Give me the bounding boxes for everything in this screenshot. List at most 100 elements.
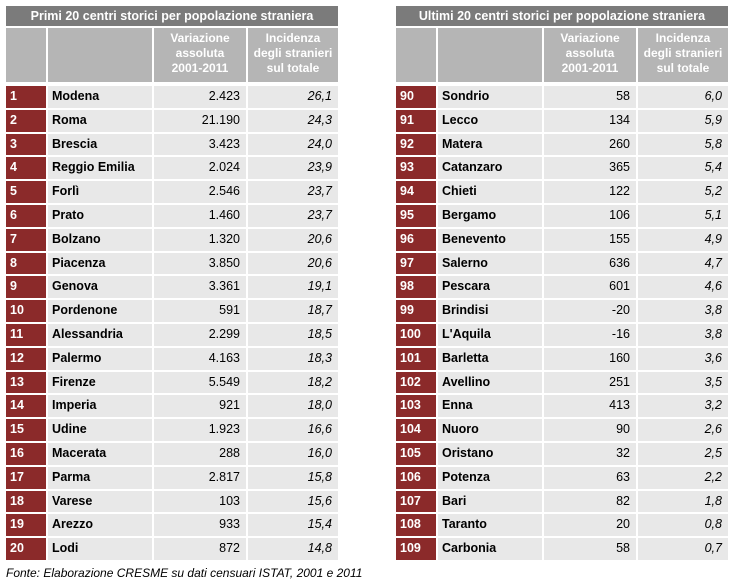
city-name: Oristano	[438, 442, 542, 465]
city-name: Forlì	[48, 181, 152, 203]
variation-value: 413	[544, 395, 636, 418]
variation-value: 122	[544, 181, 636, 203]
table-row: 97 Salerno 636 4,7	[396, 252, 728, 275]
incidence-value: 0,7	[638, 538, 728, 560]
incidence-value: 20,6	[248, 252, 338, 275]
incidence-value: 5,1	[638, 204, 728, 227]
table-row: 102 Avellino 251 3,5	[396, 371, 728, 394]
table-title: Ultimi 20 centri storici per popolazione…	[396, 6, 728, 26]
incidence-value: 6,0	[638, 86, 728, 108]
table-body: 1 Modena 2.423 26,1 2 Roma 21.190 24,3 3 Brescia 3…	[6, 86, 338, 560]
header-rank-cell	[6, 28, 46, 82]
header-variation-line: 2001-2011	[561, 61, 619, 75]
table-row: 105 Oristano 32 2,5	[396, 442, 728, 465]
incidence-value: 0,8	[638, 514, 728, 537]
table-row: 104 Nuoro 90 2,6	[396, 419, 728, 441]
rank-cell: 17	[6, 466, 46, 489]
rank-cell: 92	[396, 133, 436, 156]
city-name: Taranto	[438, 514, 542, 537]
incidence-value: 24,3	[248, 109, 338, 132]
rank-cell: 97	[396, 252, 436, 275]
header-rank-cell	[396, 28, 436, 82]
variation-value: 3.361	[154, 276, 246, 299]
city-name: Matera	[438, 133, 542, 156]
table-row: 101 Barletta 160 3,6	[396, 347, 728, 370]
table-row: 99 Brindisi -20 3,8	[396, 300, 728, 322]
variation-value: 2.546	[154, 181, 246, 203]
rank-cell: 108	[396, 514, 436, 537]
table-row: 109 Carbonia 58 0,7	[396, 538, 728, 560]
variation-value: 90	[544, 419, 636, 441]
table-row: 2 Roma 21.190 24,3	[6, 109, 338, 132]
rank-cell: 102	[396, 371, 436, 394]
city-name: Palermo	[48, 347, 152, 370]
incidence-value: 5,2	[638, 181, 728, 203]
city-name: Potenza	[438, 466, 542, 489]
variation-value: 1.320	[154, 228, 246, 251]
incidence-value: 4,6	[638, 276, 728, 299]
table-row: 20 Lodi 872 14,8	[6, 538, 338, 560]
incidence-value: 3,8	[638, 300, 728, 322]
variation-value: 260	[544, 133, 636, 156]
city-name: Sondrio	[438, 86, 542, 108]
table-header: Variazione assoluta 2001-2011 Incidenza …	[6, 28, 338, 82]
incidence-value: 2,6	[638, 419, 728, 441]
city-name: Brescia	[48, 133, 152, 156]
city-name: Genova	[48, 276, 152, 299]
variation-value: -20	[544, 300, 636, 322]
city-name: Modena	[48, 86, 152, 108]
source-note: Fonte: Elaborazione CRESME su dati censu…	[6, 566, 363, 580]
incidence-value: 1,8	[638, 490, 728, 513]
rank-cell: 105	[396, 442, 436, 465]
rank-cell: 8	[6, 252, 46, 275]
variation-value: 82	[544, 490, 636, 513]
table-header: Variazione assoluta 2001-2011 Incidenza …	[396, 28, 728, 82]
header-incidence-line: Incidenza	[265, 31, 321, 45]
header-variation: Variazione assoluta 2001-2011	[544, 28, 636, 82]
variation-value: 3.850	[154, 252, 246, 275]
variation-value: 1.923	[154, 419, 246, 441]
table-row: 1 Modena 2.423 26,1	[6, 86, 338, 108]
city-name: Prato	[48, 204, 152, 227]
variation-value: 103	[154, 490, 246, 513]
city-name: Lodi	[48, 538, 152, 560]
variation-value: 251	[544, 371, 636, 394]
city-name: Bolzano	[48, 228, 152, 251]
table-row: 12 Palermo 4.163 18,3	[6, 347, 338, 370]
city-name: Chieti	[438, 181, 542, 203]
variation-value: 155	[544, 228, 636, 251]
rank-cell: 3	[6, 133, 46, 156]
incidence-value: 4,7	[638, 252, 728, 275]
variation-value: 2.423	[154, 86, 246, 108]
header-name-cell	[48, 28, 152, 82]
variation-value: 2.817	[154, 466, 246, 489]
city-name: Macerata	[48, 442, 152, 465]
city-name: Brindisi	[438, 300, 542, 322]
table-row: 4 Reggio Emilia 2.024 23,9	[6, 157, 338, 180]
rank-cell: 12	[6, 347, 46, 370]
table-body: 90 Sondrio 58 6,0 91 Lecco 134 5,9 92 Matera 260 5,…	[396, 86, 728, 560]
rank-cell: 106	[396, 466, 436, 489]
incidence-value: 3,8	[638, 323, 728, 346]
incidence-value: 14,8	[248, 538, 338, 560]
header-variation-line: Variazione	[560, 31, 620, 45]
city-name: Bari	[438, 490, 542, 513]
incidence-value: 15,8	[248, 466, 338, 489]
rank-cell: 95	[396, 204, 436, 227]
table-row: 100 L'Aquila -16 3,8	[396, 323, 728, 346]
incidence-value: 20,6	[248, 228, 338, 251]
header-incidence-line: sul totale	[656, 61, 710, 75]
table-row: 16 Macerata 288 16,0	[6, 442, 338, 465]
table-row: 108 Taranto 20 0,8	[396, 514, 728, 537]
rank-cell: 13	[6, 371, 46, 394]
table-row: 90 Sondrio 58 6,0	[396, 86, 728, 108]
city-name: Pordenone	[48, 300, 152, 322]
rank-cell: 107	[396, 490, 436, 513]
variation-value: 933	[154, 514, 246, 537]
rank-cell: 103	[396, 395, 436, 418]
variation-value: 5.549	[154, 371, 246, 394]
table-title: Primi 20 centri storici per popolazione …	[6, 6, 338, 26]
variation-value: 20	[544, 514, 636, 537]
incidence-value: 2,2	[638, 466, 728, 489]
table-row: 94 Chieti 122 5,2	[396, 181, 728, 203]
